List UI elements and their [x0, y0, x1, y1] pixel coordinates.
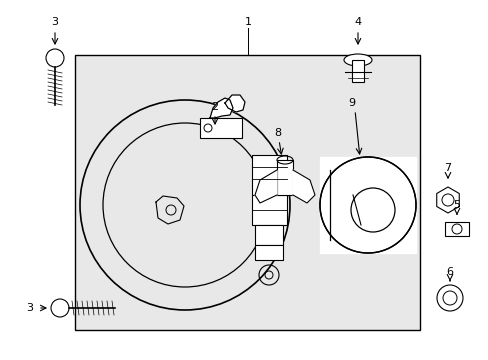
Text: 1: 1	[244, 17, 251, 27]
Text: 7: 7	[444, 163, 450, 173]
Polygon shape	[436, 187, 458, 213]
Text: 4: 4	[354, 17, 361, 27]
Text: 2: 2	[211, 102, 218, 112]
Text: 5: 5	[452, 200, 460, 210]
Text: 6: 6	[446, 267, 452, 277]
Bar	[276, 160, 292, 195]
Text: 8: 8	[274, 128, 281, 138]
Polygon shape	[254, 170, 276, 203]
Text: 3: 3	[26, 303, 34, 313]
Circle shape	[46, 49, 64, 67]
Circle shape	[51, 299, 69, 317]
Bar	[444, 222, 468, 236]
Polygon shape	[319, 157, 415, 253]
Polygon shape	[224, 95, 244, 112]
Ellipse shape	[343, 54, 371, 66]
Bar	[251, 195, 286, 225]
Text: 3: 3	[51, 17, 59, 27]
Bar	[351, 60, 363, 82]
Bar	[200, 118, 242, 138]
Text: 9: 9	[348, 98, 355, 108]
Bar	[75, 55, 419, 330]
Bar	[254, 245, 283, 260]
Circle shape	[436, 285, 462, 311]
Polygon shape	[209, 98, 232, 118]
Bar	[251, 155, 286, 195]
Polygon shape	[292, 170, 314, 203]
Bar	[254, 225, 283, 245]
